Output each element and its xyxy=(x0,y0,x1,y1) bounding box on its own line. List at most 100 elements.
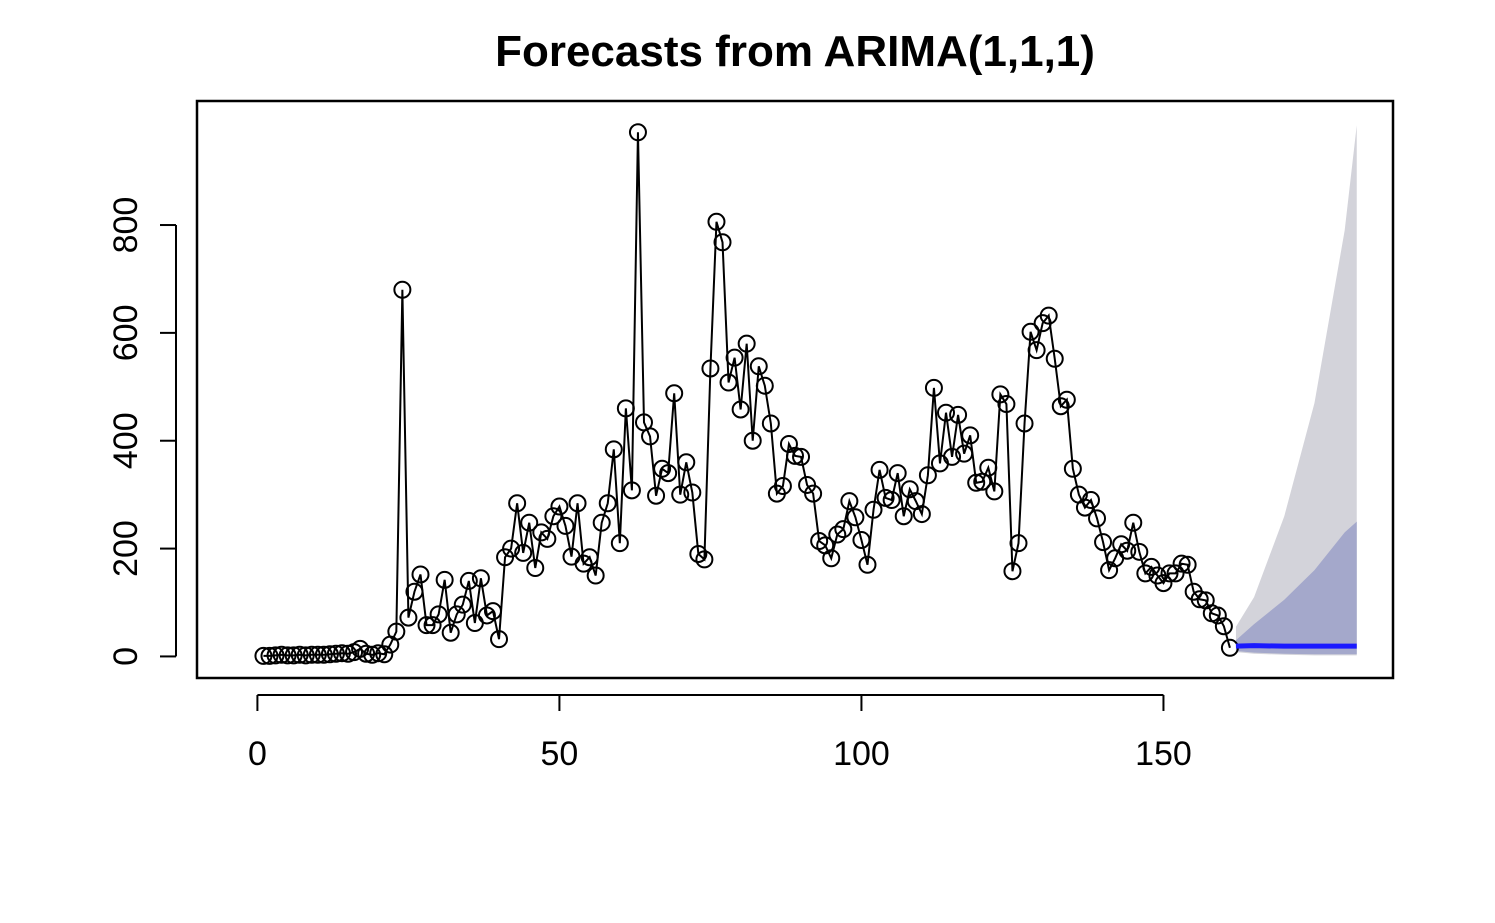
y-tick-label: 0 xyxy=(107,647,145,666)
observed-point xyxy=(1166,564,1185,583)
observed-point xyxy=(689,544,708,563)
observed-point xyxy=(610,534,629,553)
observed-point xyxy=(435,570,454,589)
observed-point xyxy=(1112,535,1131,554)
observed-point xyxy=(1027,341,1046,360)
observed-point xyxy=(375,645,394,664)
observed-point xyxy=(387,622,406,641)
observed-point xyxy=(296,646,315,665)
observed-point xyxy=(1021,322,1040,341)
observed-point xyxy=(320,645,339,664)
observed-point xyxy=(677,453,696,472)
observed-point xyxy=(604,440,623,459)
x-axis: 0 50 100 150 xyxy=(248,694,1192,773)
observed-point xyxy=(828,525,847,544)
observed-point xyxy=(508,494,527,513)
observed-point xyxy=(804,484,823,503)
observed-point xyxy=(1045,349,1064,368)
observed-point xyxy=(1136,564,1155,583)
x-tick-label: 150 xyxy=(1135,735,1192,773)
plot-frame xyxy=(195,99,1395,680)
y-tick-label: 200 xyxy=(107,520,145,577)
observed-point xyxy=(278,646,297,665)
observed-point xyxy=(284,646,303,665)
observed-point xyxy=(399,608,418,627)
observed-point xyxy=(918,466,937,485)
observed-point xyxy=(683,483,702,502)
observed-point xyxy=(701,359,720,378)
observed-point xyxy=(1057,390,1076,409)
observed-point xyxy=(411,565,430,584)
interval-95-band xyxy=(1235,125,1357,656)
y-tick-label: 400 xyxy=(107,412,145,469)
observed-point xyxy=(761,414,780,433)
observed-point xyxy=(502,539,521,558)
observed-point xyxy=(943,447,962,466)
chart-title: Forecasts from ARIMA(1,1,1) xyxy=(495,27,1095,76)
observed-point xyxy=(302,645,321,664)
observed-point xyxy=(912,505,931,524)
observed-point xyxy=(526,558,545,577)
observed-point xyxy=(586,566,605,585)
observed-point xyxy=(429,605,448,624)
observed-point xyxy=(719,373,738,392)
observed-point xyxy=(1178,555,1197,574)
observed-point xyxy=(985,482,1004,501)
observed-point xyxy=(979,458,998,477)
observed-point xyxy=(737,334,756,353)
observed-point xyxy=(695,550,714,569)
observed-point xyxy=(417,616,436,635)
observed-point xyxy=(671,485,690,504)
observed-point xyxy=(1160,564,1179,583)
observed-point xyxy=(1130,542,1149,561)
observed-point xyxy=(1094,533,1113,552)
x-tick-label: 50 xyxy=(541,735,579,773)
observed-point xyxy=(822,549,841,568)
observed-point xyxy=(254,646,273,665)
observed-point xyxy=(423,616,442,635)
observed-point xyxy=(592,513,611,532)
observed-point xyxy=(490,630,509,649)
observed-line xyxy=(263,132,1231,657)
observed-point xyxy=(1118,541,1137,560)
observed-point xyxy=(870,460,889,479)
observed-point xyxy=(1039,306,1058,325)
observed-point xyxy=(616,399,635,418)
observed-point xyxy=(755,376,774,395)
observed-point xyxy=(260,646,279,665)
observed-point xyxy=(1214,617,1233,636)
observed-point xyxy=(858,555,877,574)
interval-80-band xyxy=(1235,521,1357,655)
observed-point xyxy=(266,646,285,665)
observed-point xyxy=(786,446,804,465)
observed-point xyxy=(598,494,617,513)
observed-point xyxy=(1063,459,1082,478)
observed-point xyxy=(1003,562,1022,581)
observed-point xyxy=(864,500,883,519)
forecast-series xyxy=(1235,643,1357,649)
observed-point xyxy=(967,473,986,492)
observed-point xyxy=(888,464,907,483)
observed-point xyxy=(749,357,768,376)
observed-series xyxy=(254,123,1239,665)
y-tick-label: 600 xyxy=(107,305,145,362)
x-tick-label: 0 xyxy=(248,735,267,773)
prediction-intervals xyxy=(1235,125,1357,656)
observed-point xyxy=(882,491,901,510)
observed-point xyxy=(272,645,291,664)
observed-point xyxy=(840,492,859,511)
observed-point xyxy=(580,548,599,567)
observed-point xyxy=(852,530,871,549)
observed-point xyxy=(743,431,762,450)
observed-point xyxy=(622,481,641,500)
observed-point xyxy=(659,464,678,483)
observed-point xyxy=(834,520,853,539)
observed-point xyxy=(520,513,539,532)
observed-point xyxy=(544,507,563,526)
y-axis: 0 200 400 600 800 xyxy=(107,197,177,666)
observed-point xyxy=(514,543,533,562)
observed-point xyxy=(453,595,472,614)
observed-point xyxy=(568,494,587,513)
observed-point xyxy=(641,427,660,446)
observed-point xyxy=(846,508,865,527)
